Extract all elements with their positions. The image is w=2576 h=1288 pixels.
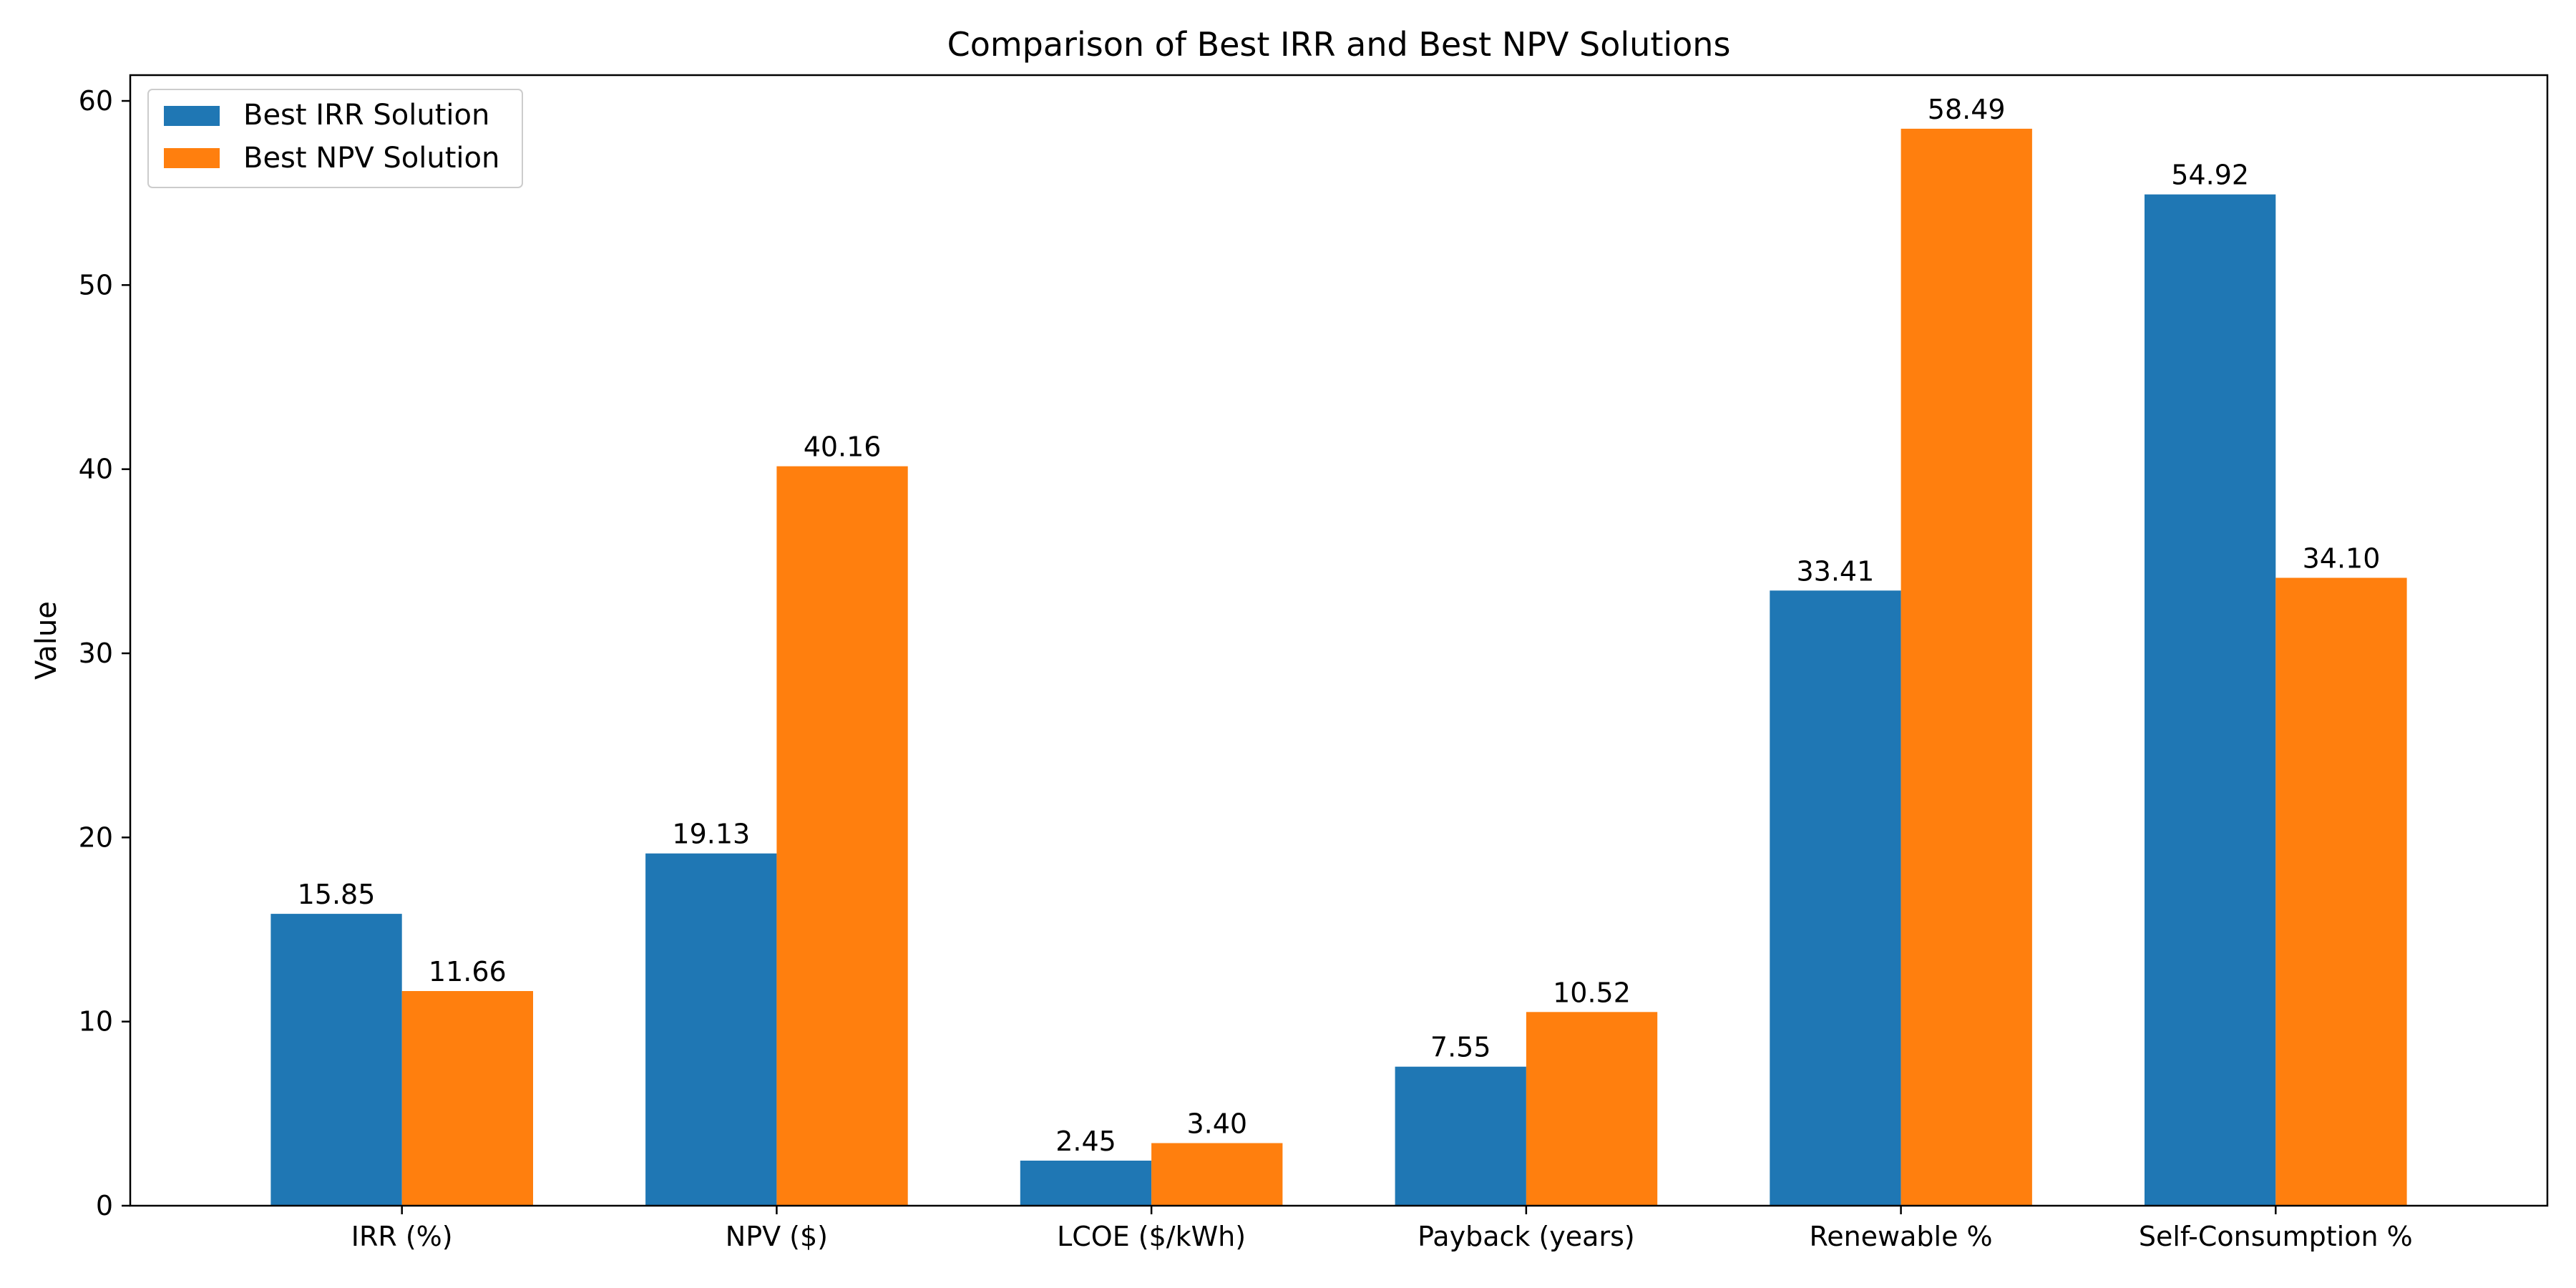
x-tick-label-irr: IRR (%) <box>351 1221 453 1252</box>
legend-swatch-best-npv <box>164 148 220 168</box>
x-tick-label-renewable: Renewable % <box>1810 1221 1993 1252</box>
plot-frame <box>129 74 2549 1207</box>
x-tick-label-payback-years: Payback (years) <box>1418 1221 1635 1252</box>
legend-label-best-irr: Best IRR Solution <box>243 99 489 132</box>
y-tick-label: 50 <box>79 269 113 301</box>
legend-swatch-best-irr <box>164 106 220 126</box>
y-axis: 0 10 20 30 40 50 60 <box>79 85 130 1221</box>
y-tick-label: 20 <box>79 821 113 853</box>
bar-best-npv-solution-renewable <box>1901 128 2032 1206</box>
bar-best-irr-solution-lcoe-kwh <box>1020 1161 1152 1206</box>
bar-best-npv-solution-lcoe-kwh <box>1151 1143 1283 1206</box>
value-label-best-irr-solution-lcoe-kwh: 2.45 <box>1055 1126 1116 1157</box>
value-label-best-npv-solution-self-consumption: 34.10 <box>2303 543 2381 575</box>
legend: Best IRR Solution Best NPV Solution <box>147 89 523 188</box>
value-label-best-irr-solution-renewable: 33.41 <box>1797 555 1875 587</box>
bar-best-irr-solution-npv <box>645 853 777 1206</box>
bar-best-irr-solution-renewable <box>1770 590 1901 1206</box>
y-tick-label: 40 <box>79 454 113 485</box>
x-tick-label-self-consumption: Self-Consumption % <box>2139 1221 2413 1252</box>
value-label-best-npv-solution-irr: 11.66 <box>429 956 507 987</box>
bar-best-irr-solution-irr <box>270 914 402 1206</box>
bar-best-npv-solution-irr <box>401 991 533 1206</box>
x-tick-label-npv: NPV ($) <box>726 1221 828 1252</box>
y-tick-label: 10 <box>79 1006 113 1038</box>
value-label-best-irr-solution-payback-years: 7.55 <box>1430 1032 1491 1063</box>
value-label-best-irr-solution-self-consumption: 54.92 <box>2171 160 2249 191</box>
bar-best-npv-solution-npv <box>776 466 908 1206</box>
legend-label-best-npv: Best NPV Solution <box>243 142 499 175</box>
value-label-best-npv-solution-npv: 40.16 <box>804 431 882 463</box>
y-tick-label: 0 <box>96 1190 113 1221</box>
value-labels-group: 15.85 19.13 2.45 7.55 33.41 54.92 11.66 40.16 3.… <box>298 94 2381 1157</box>
value-label-best-irr-solution-irr: 15.85 <box>298 879 376 910</box>
y-axis-label: Value <box>30 601 63 680</box>
bar-best-npv-solution-payback-years <box>1526 1012 1658 1206</box>
bar-best-irr-solution-payback-years <box>1395 1066 1526 1206</box>
y-tick-label: 30 <box>79 638 113 669</box>
value-label-best-npv-solution-lcoe-kwh: 3.40 <box>1186 1108 1247 1140</box>
value-label-best-npv-solution-renewable: 58.49 <box>1928 94 2006 125</box>
chart-title: Comparison of Best IRR and Best NPV Solu… <box>947 25 1731 64</box>
x-axis: IRR (%) NPV ($) LCOE ($/kWh) Payback (years… <box>351 1206 2413 1252</box>
bars-group <box>270 128 2407 1206</box>
y-tick-label: 60 <box>79 85 113 117</box>
bar-best-irr-solution-self-consumption <box>2145 194 2276 1206</box>
x-tick-label-lcoe-kwh: LCOE ($/kWh) <box>1057 1221 1246 1252</box>
legend-box <box>147 89 523 188</box>
value-label-best-npv-solution-payback-years: 10.52 <box>1553 977 1631 1008</box>
bar-best-npv-solution-self-consumption <box>2275 577 2407 1206</box>
value-label-best-irr-solution-npv: 19.13 <box>672 819 750 850</box>
